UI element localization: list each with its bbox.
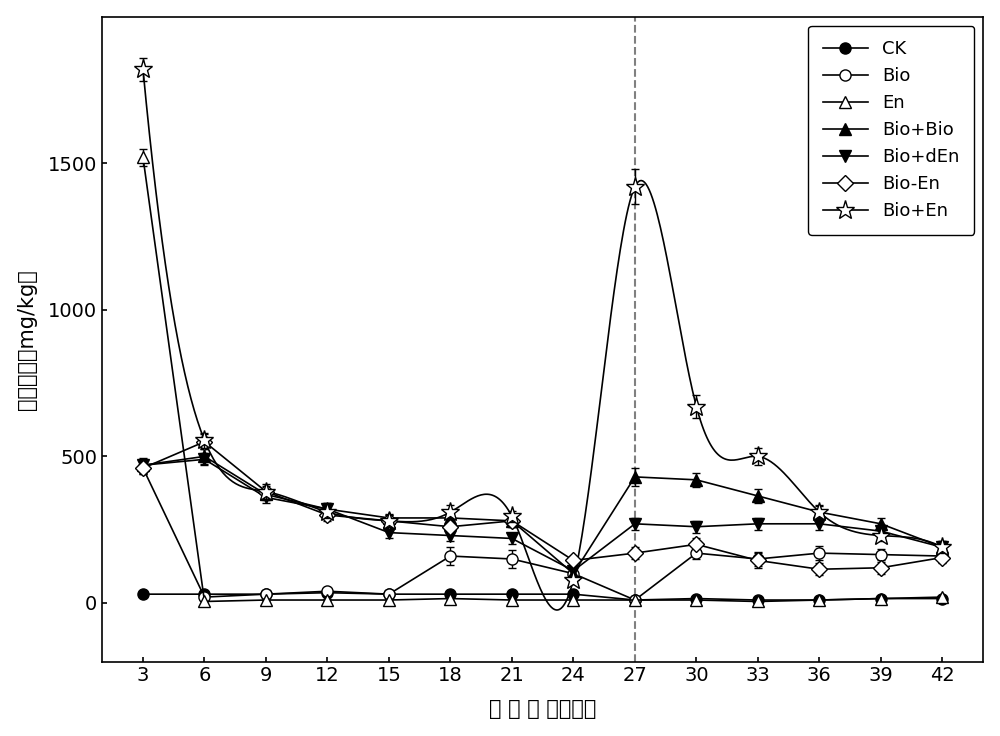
Bio+En bbox=[383, 517, 395, 526]
Bio+En bbox=[936, 543, 948, 552]
Bio+En bbox=[629, 183, 641, 191]
Bio+En bbox=[690, 402, 702, 411]
Bio+En bbox=[198, 436, 210, 445]
Bio+En bbox=[506, 512, 518, 521]
Legend: CK, Bio, En, Bio+Bio, Bio+dEn, Bio-En, Bio+En: CK, Bio, En, Bio+Bio, Bio+dEn, Bio-En, B… bbox=[808, 26, 974, 235]
Bio+En bbox=[875, 531, 887, 540]
Bio+En bbox=[813, 508, 825, 517]
Bio+En bbox=[752, 452, 764, 461]
Y-axis label: 降解速率（mg/kg）: 降解速率（mg/kg） bbox=[17, 269, 37, 409]
Bio+En bbox=[444, 508, 456, 517]
Bio+En bbox=[260, 487, 272, 496]
Bio+En bbox=[321, 508, 333, 517]
Bio+En bbox=[567, 575, 579, 584]
Line: Bio+En: Bio+En bbox=[133, 60, 952, 590]
X-axis label: 处 理 时 间（天）: 处 理 时 间（天） bbox=[489, 699, 596, 719]
Bio+En bbox=[137, 65, 149, 74]
